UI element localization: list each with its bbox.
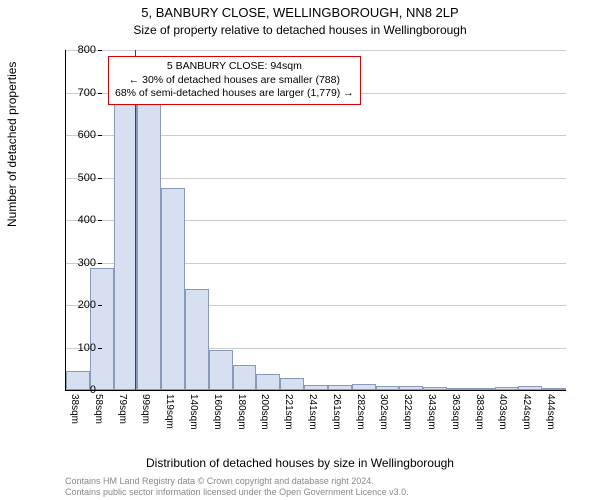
histogram-bar bbox=[495, 387, 519, 390]
histogram-bar bbox=[423, 387, 447, 390]
x-tick-label: 383sqm bbox=[474, 394, 485, 430]
y-tick-label: 400 bbox=[78, 214, 96, 226]
x-tick-label: 343sqm bbox=[426, 394, 437, 430]
x-tick-label: 200sqm bbox=[259, 394, 270, 430]
histogram-bar bbox=[256, 374, 280, 390]
y-tick-label: 100 bbox=[78, 342, 96, 354]
x-tick-label: 241sqm bbox=[307, 394, 318, 430]
x-tick-label: 38sqm bbox=[69, 394, 80, 424]
chart-title: 5, BANBURY CLOSE, WELLINGBOROUGH, NN8 2L… bbox=[0, 0, 600, 21]
x-tick-label: 160sqm bbox=[212, 394, 223, 430]
info-line-1: 5 BANBURY CLOSE: 94sqm bbox=[115, 60, 354, 74]
chart-subtitle: Size of property relative to detached ho… bbox=[0, 21, 600, 37]
histogram-bar bbox=[304, 385, 328, 390]
x-tick-label: 180sqm bbox=[236, 394, 247, 430]
x-tick-label: 322sqm bbox=[402, 394, 413, 430]
credit-line-2: Contains public sector information licen… bbox=[65, 487, 409, 498]
x-tick-label: 424sqm bbox=[521, 394, 532, 430]
x-tick-label: 119sqm bbox=[164, 394, 175, 429]
y-axis-label: Number of detached properties bbox=[5, 62, 19, 227]
histogram-bar bbox=[137, 99, 161, 390]
histogram-bar bbox=[542, 388, 566, 390]
y-tick-label: 600 bbox=[78, 129, 96, 141]
credit-line-1: Contains HM Land Registry data © Crown c… bbox=[65, 476, 409, 487]
x-tick-label: 221sqm bbox=[283, 394, 294, 430]
y-tick-label: 800 bbox=[78, 44, 96, 56]
histogram-bar bbox=[328, 385, 352, 390]
grid-line bbox=[66, 50, 566, 51]
info-line-3: 68% of semi-detached houses are larger (… bbox=[115, 87, 354, 101]
histogram-bar bbox=[447, 388, 471, 390]
x-tick-label: 363sqm bbox=[450, 394, 461, 430]
credit-text: Contains HM Land Registry data © Crown c… bbox=[65, 476, 409, 498]
histogram-bar bbox=[471, 388, 495, 390]
y-tick-label: 700 bbox=[78, 87, 96, 99]
info-box: 5 BANBURY CLOSE: 94sqm ← 30% of detached… bbox=[108, 56, 361, 105]
histogram-bar bbox=[209, 350, 233, 390]
y-tick-label: 300 bbox=[78, 257, 96, 269]
histogram-bar bbox=[352, 384, 376, 390]
histogram-bar bbox=[233, 365, 257, 391]
histogram-bar bbox=[114, 103, 138, 390]
x-tick-label: 99sqm bbox=[140, 394, 151, 424]
x-tick-label: 403sqm bbox=[497, 394, 508, 430]
histogram-bar bbox=[376, 386, 400, 390]
x-tick-label: 58sqm bbox=[93, 394, 104, 424]
histogram-bar bbox=[280, 378, 304, 390]
histogram-bar bbox=[518, 386, 542, 390]
x-tick-label: 302sqm bbox=[378, 394, 389, 430]
histogram-bar bbox=[90, 268, 114, 390]
histogram-bar bbox=[161, 188, 185, 390]
x-tick-label: 282sqm bbox=[355, 394, 366, 430]
x-tick-label: 79sqm bbox=[117, 394, 128, 424]
histogram-bar bbox=[399, 386, 423, 390]
x-tick-label: 140sqm bbox=[188, 394, 199, 430]
info-line-2: ← 30% of detached houses are smaller (78… bbox=[115, 74, 354, 88]
y-tick-label: 500 bbox=[78, 172, 96, 184]
x-tick-label: 261sqm bbox=[331, 394, 342, 430]
histogram-bar bbox=[66, 371, 90, 390]
x-axis-label: Distribution of detached houses by size … bbox=[0, 456, 600, 470]
y-tick-label: 200 bbox=[78, 299, 96, 311]
x-tick-label: 444sqm bbox=[545, 394, 556, 430]
chart-container: 5, BANBURY CLOSE, WELLINGBOROUGH, NN8 2L… bbox=[0, 0, 600, 500]
histogram-bar bbox=[185, 289, 209, 390]
